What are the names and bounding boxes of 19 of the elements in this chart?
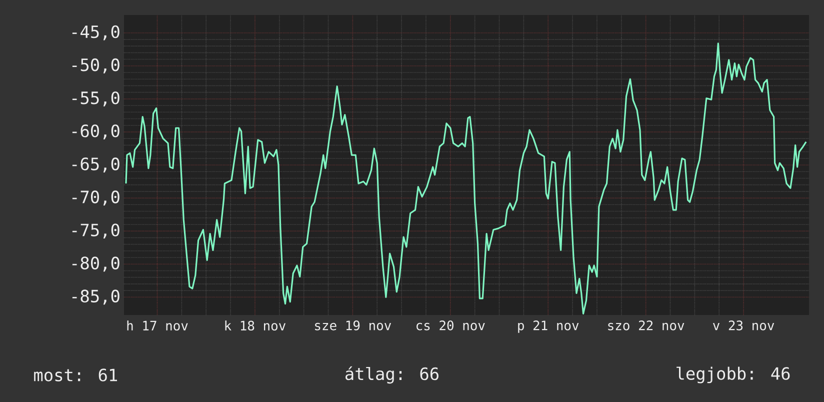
x-tick-label: h 17 nov bbox=[127, 320, 188, 331]
x-tick-label: cs 20 nov bbox=[416, 320, 485, 330]
text: most: 61 bbox=[34, 368, 118, 382]
y-tick-label: -65,0 bbox=[72, 158, 120, 172]
x-tick-label: sze 19 nov bbox=[315, 320, 392, 330]
x-tick-label: szo 22 nov bbox=[608, 320, 684, 330]
text: átlag: 66 bbox=[346, 366, 438, 384]
y-tick-label: -60,0 bbox=[72, 124, 120, 140]
y-tick-label: -85,0 bbox=[72, 290, 120, 305]
y-tick-label: -80,0 bbox=[72, 256, 120, 272]
y-tick-label: -45,0 bbox=[72, 25, 120, 40]
x-tick-label: k 18 nov bbox=[225, 320, 286, 331]
y-tick-label: -75,0 bbox=[72, 224, 120, 239]
y-tick-label: -55,0 bbox=[72, 91, 120, 106]
y-tick-label: -70,0 bbox=[72, 190, 120, 206]
x-tick-label: v 23 nov bbox=[712, 320, 774, 330]
text: legjobb: 46 bbox=[676, 366, 790, 384]
y-tick-label: -50,0 bbox=[72, 58, 120, 74]
x-tick-label: p 21 nov bbox=[518, 320, 579, 333]
